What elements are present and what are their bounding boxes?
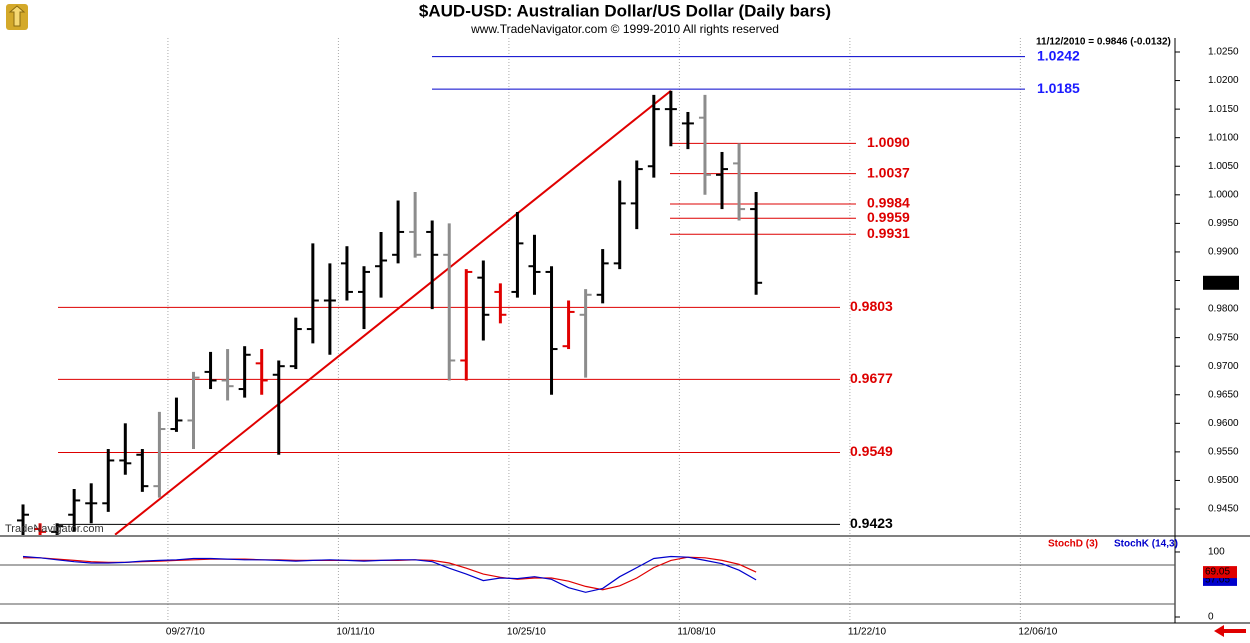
legend-entry: StochK (14,3)	[1114, 539, 1178, 550]
y-tick-label: 0.9650	[1208, 389, 1239, 400]
trendline	[114, 90, 672, 535]
y-tick-label: 0.9550	[1208, 447, 1239, 458]
x-tick-label: 11/08/10	[677, 627, 716, 638]
chart-title: $AUD-USD: Australian Dollar/US Dollar (D…	[419, 1, 831, 20]
level-label: 0.9549	[850, 443, 893, 459]
level-label: 0.9423	[850, 515, 893, 531]
y-tick-label: 0	[1208, 612, 1214, 623]
level-label: 1.0090	[867, 134, 910, 150]
x-tick-label: 11/22/10	[848, 627, 887, 638]
stoch-panel	[0, 538, 1175, 622]
level-label: 1.0037	[867, 164, 910, 180]
y-tick-label: 0.9750	[1208, 332, 1239, 343]
y-tick-label: 1.0050	[1208, 161, 1239, 172]
y-tick-label: 100	[1208, 547, 1225, 558]
level-label: 0.9677	[850, 370, 893, 386]
level-label: 0.9959	[867, 209, 910, 225]
y-tick-label: 1.0000	[1208, 189, 1239, 200]
y-tick-label: 1.0150	[1208, 104, 1239, 115]
legend-entry: StochD (3)	[1048, 539, 1098, 550]
last-value-label: 57.05	[1205, 575, 1230, 586]
watermark: TradeNavigator.com	[5, 523, 104, 535]
price-panel	[17, 38, 1025, 535]
y-tick-label: 0.9900	[1208, 247, 1239, 258]
last-value-box	[1203, 566, 1237, 579]
overlay: 09/27/10 10/11/10 10/25/10 11/08/10 11/22/10…	[166, 47, 1239, 638]
level-label: 1.0242	[1037, 47, 1080, 63]
x-tick-label: 10/25/10	[507, 627, 546, 638]
level-label: 0.9931	[867, 225, 910, 241]
level-label: 0.9984	[867, 195, 910, 211]
level-label: 1.0185	[1037, 80, 1080, 96]
last-value-label: 69.05	[1205, 567, 1230, 578]
y-tick-label: 0.9600	[1208, 418, 1239, 429]
y-tick-label: 0.9950	[1208, 218, 1239, 229]
y-tick-label: 1.0250	[1208, 47, 1239, 58]
chart-subtitle: www.TradeNavigator.com © 1999-2010 All r…	[470, 22, 779, 36]
scroll-arrow[interactable]	[1214, 625, 1246, 637]
y-tick-label: 0.9500	[1208, 475, 1239, 486]
stoch-line	[22, 555, 757, 593]
y-tick-label: 0.9450	[1208, 504, 1239, 515]
last-price-box	[1203, 275, 1239, 290]
last-price-label: 0.9846	[1206, 277, 1237, 288]
y-tick-label: 1.0100	[1208, 132, 1239, 143]
x-tick-label: 12/06/10	[1018, 627, 1057, 638]
y-tick-label: 0.9700	[1208, 361, 1239, 372]
y-tick-label: 0.9800	[1208, 304, 1239, 315]
x-tick-label: 10/11/10	[336, 627, 375, 638]
x-tick-label: 09/27/10	[166, 627, 205, 638]
logo-icon	[6, 4, 28, 30]
level-label: 0.9803	[850, 298, 893, 314]
y-tick-label: 1.0200	[1208, 75, 1239, 86]
price-header: 11/12/2010 = 0.9846 (-0.0132)	[1036, 37, 1171, 48]
